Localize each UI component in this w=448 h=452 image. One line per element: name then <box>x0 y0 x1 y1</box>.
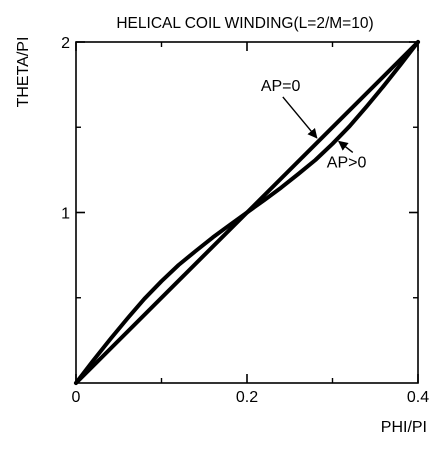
tick-labels: 0 0.2 0.4 1 2 <box>61 35 429 406</box>
series-layer <box>74 40 420 385</box>
y-tick-label: 2 <box>61 35 70 52</box>
y-tick-label: 1 <box>61 206 70 223</box>
x-axis-label: PHI/PI <box>381 419 427 436</box>
axis-ticks <box>75 41 419 383</box>
chart-title: HELICAL COIL WINDING(L=2/M=10) <box>116 15 373 32</box>
x-tick-label: 0.4 <box>407 389 429 406</box>
x-tick-label: 0 <box>72 389 81 406</box>
annotation-arrow <box>338 140 354 153</box>
annotation-label: AP=0 <box>261 78 301 95</box>
series-line-ap-gt-0 <box>74 40 420 385</box>
x-tick-label: 0.2 <box>236 389 258 406</box>
y-axis-label: THETA/PI <box>15 37 32 108</box>
annotation-label: AP>0 <box>327 154 367 171</box>
annotation-arrow <box>282 96 318 139</box>
annotations: AP=0 AP>0 <box>261 78 367 172</box>
